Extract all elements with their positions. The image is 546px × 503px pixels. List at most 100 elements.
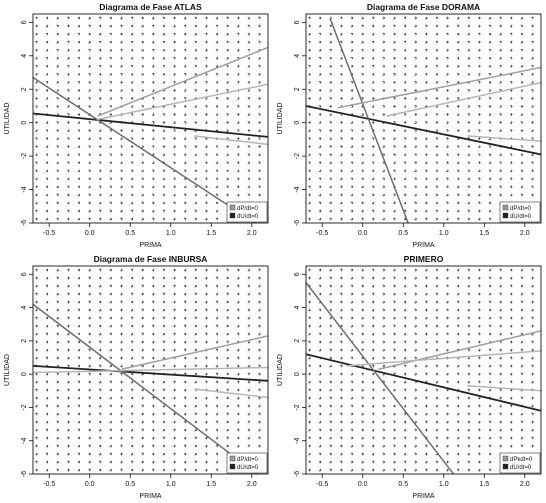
field-arrow — [435, 308, 439, 312]
field-arrow — [382, 444, 386, 448]
field-arrow — [350, 185, 354, 189]
field-arrow — [414, 24, 417, 28]
field-arrow — [151, 364, 155, 368]
field-arrow — [247, 177, 251, 181]
field-arrow — [371, 460, 375, 464]
field-arrow — [382, 177, 386, 181]
field-arrow — [88, 121, 91, 124]
field-arrow — [151, 24, 155, 28]
field-arrow — [226, 276, 229, 280]
field-arrow — [162, 209, 166, 213]
legend-label: dU/dt=0 — [510, 465, 532, 471]
field-arrow — [130, 80, 134, 84]
field-arrow — [435, 316, 439, 320]
field-arrow — [478, 380, 481, 384]
field-arrow — [98, 284, 102, 288]
field-arrow — [520, 340, 524, 344]
field-arrow — [329, 32, 332, 36]
field-arrow — [67, 48, 70, 52]
field-arrow — [520, 412, 524, 416]
plot-frame — [305, 265, 542, 475]
field-arrow — [194, 56, 198, 60]
field-arrow — [141, 217, 144, 221]
field-arrow — [194, 121, 198, 124]
field-arrow — [88, 24, 91, 28]
field-arrow — [109, 396, 113, 400]
legend-label: dU/dt=0 — [237, 214, 259, 220]
field-arrow — [382, 428, 386, 432]
field-arrow — [329, 193, 332, 197]
field-arrow — [467, 444, 471, 448]
series-line — [194, 135, 268, 146]
field-arrow — [226, 292, 229, 296]
field-arrow — [130, 460, 134, 464]
field-arrow — [520, 64, 524, 68]
field-arrow — [403, 64, 407, 68]
field-arrow — [414, 104, 417, 108]
field-arrow — [488, 121, 492, 124]
field-arrow — [194, 284, 198, 288]
field-arrow — [194, 177, 198, 181]
field-arrow — [109, 276, 113, 280]
field-arrow — [215, 153, 219, 157]
field-arrow — [56, 145, 59, 149]
field-arrow — [467, 428, 471, 432]
field-arrow — [120, 308, 123, 312]
field-arrow — [424, 113, 428, 116]
field-arrow — [340, 436, 343, 440]
field-arrow — [77, 268, 81, 272]
field-arrow — [35, 468, 38, 472]
field-arrow — [478, 396, 481, 400]
field-arrow — [162, 64, 166, 68]
field-arrow — [414, 388, 417, 392]
field-arrow — [205, 356, 208, 360]
field-arrow — [478, 121, 481, 124]
field-arrow — [141, 121, 144, 124]
field-arrow — [162, 284, 166, 288]
field-arrow — [258, 161, 261, 165]
field-arrow — [531, 380, 534, 384]
field-arrow — [258, 348, 261, 352]
field-arrow — [435, 32, 439, 36]
field-arrow — [361, 153, 364, 157]
field-arrow — [173, 380, 176, 384]
field-arrow — [382, 308, 386, 312]
field-arrow — [318, 40, 322, 44]
field-arrow — [393, 436, 396, 440]
field-arrow — [499, 121, 502, 124]
field-arrow — [435, 24, 439, 28]
field-arrow — [98, 308, 102, 312]
field-arrow — [130, 169, 134, 173]
field-arrow — [109, 268, 113, 272]
field-arrow — [205, 48, 208, 52]
field-arrow — [88, 193, 91, 197]
field-arrow — [467, 48, 471, 52]
field-arrow — [382, 340, 386, 344]
field-arrow — [340, 177, 343, 181]
field-arrow — [173, 129, 176, 133]
field-arrow — [130, 72, 134, 76]
field-arrow — [184, 356, 187, 360]
field-arrow — [340, 268, 343, 272]
field-arrow — [478, 428, 481, 432]
field-arrow — [488, 56, 492, 60]
field-arrow — [162, 268, 166, 272]
field-arrow — [183, 460, 187, 464]
field-arrow — [173, 137, 176, 141]
field-arrow — [520, 380, 524, 384]
field-arrow — [531, 24, 534, 28]
field-arrow — [478, 292, 481, 296]
field-arrow — [509, 300, 513, 304]
field-arrow — [141, 268, 144, 272]
field-arrow — [424, 460, 428, 464]
field-arrow — [361, 129, 364, 133]
y-tick-label: 6 — [21, 20, 28, 24]
field-arrow — [67, 276, 70, 280]
field-arrow — [162, 193, 166, 197]
field-arrow — [478, 24, 481, 28]
field-arrow — [446, 32, 449, 36]
field-arrow — [509, 129, 513, 133]
field-arrow — [467, 72, 471, 76]
field-arrow — [350, 40, 354, 44]
field-arrow — [194, 145, 198, 149]
